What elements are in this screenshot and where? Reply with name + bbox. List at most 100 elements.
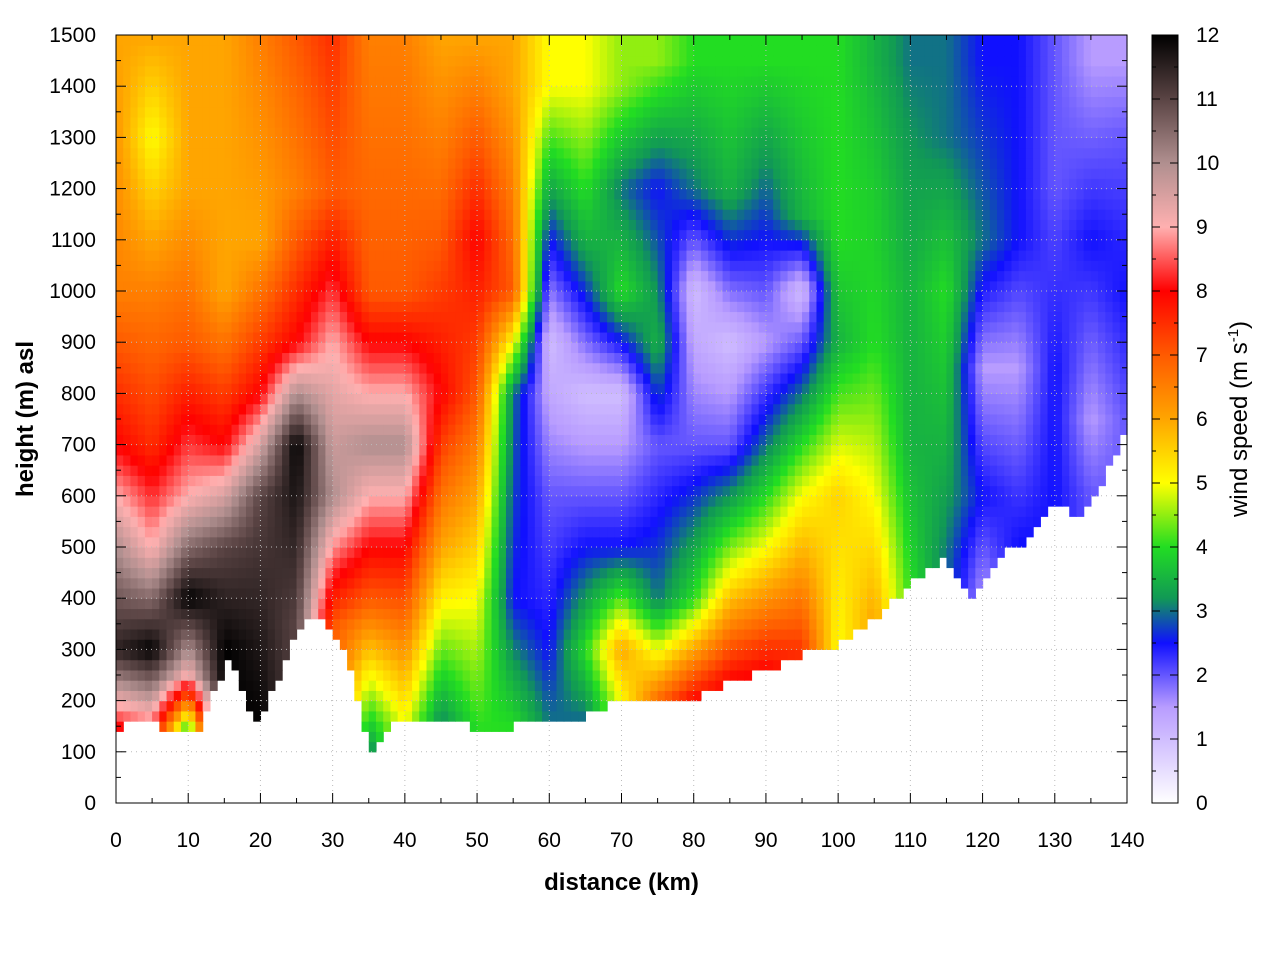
heatmap-cell [296, 219, 305, 231]
heatmap-cell [274, 577, 283, 589]
heatmap-cell [296, 516, 305, 528]
heatmap-cell [628, 649, 637, 661]
heatmap-cell [202, 250, 211, 261]
heatmap-cell [116, 598, 124, 610]
heatmap-cell [419, 618, 428, 630]
heatmap-cell [477, 506, 485, 517]
heatmap-cell [144, 229, 153, 241]
heatmap-cell [332, 250, 341, 261]
heatmap-cell [635, 45, 644, 57]
heatmap-cell [209, 219, 218, 231]
heatmap-cell [361, 516, 370, 528]
heatmap-cell [332, 352, 341, 364]
heatmap-cell [462, 96, 471, 108]
heatmap-cell [332, 280, 341, 292]
heatmap-cell [245, 587, 254, 599]
heatmap-cell [224, 137, 233, 149]
heatmap-cell [159, 659, 168, 671]
heatmap-cell [159, 260, 168, 272]
heatmap-cell [484, 362, 493, 374]
heatmap-cell [144, 383, 153, 394]
heatmap-cell [469, 250, 478, 261]
heatmap-cell [238, 526, 247, 538]
heatmap-cell [650, 331, 659, 343]
heatmap-cell [650, 147, 659, 159]
heatmap-cell [491, 45, 500, 57]
heatmap-cell [505, 188, 514, 200]
heatmap-cell [296, 188, 305, 200]
heatmap-cell [137, 65, 146, 77]
heatmap-cell [643, 209, 651, 220]
heatmap-cell [404, 628, 413, 640]
heatmap-cell [238, 86, 247, 98]
heatmap-cell [354, 188, 363, 200]
heatmap-cell [592, 178, 601, 190]
heatmap-cell [556, 188, 565, 200]
heatmap-cell [303, 147, 312, 159]
heatmap-cell [144, 321, 153, 333]
heatmap-cell [477, 239, 485, 251]
heatmap-cell [231, 434, 240, 446]
heatmap-cell [217, 649, 225, 661]
heatmap-cell [347, 301, 355, 313]
heatmap-cell [282, 301, 290, 313]
heatmap-cell [267, 403, 276, 415]
heatmap-cell [462, 260, 471, 272]
heatmap-cell [188, 680, 197, 691]
heatmap-cell [260, 372, 269, 384]
heatmap-cell [224, 393, 233, 405]
heatmap-cell [498, 577, 507, 589]
heatmap-cell [231, 444, 240, 456]
heatmap-cell [310, 516, 319, 528]
heatmap-cell [375, 168, 384, 179]
heatmap-cell [614, 96, 623, 108]
heatmap-cell [549, 147, 558, 159]
heatmap-cell [491, 188, 500, 200]
heatmap-cell [325, 137, 334, 149]
heatmap-cell [375, 188, 384, 200]
heatmap-cell [274, 475, 283, 487]
heatmap-cell [303, 372, 312, 384]
heatmap-cell [173, 700, 182, 712]
heatmap-cell [144, 209, 153, 220]
heatmap-cell [534, 618, 543, 630]
heatmap-cell [628, 291, 637, 302]
heatmap-cell [513, 413, 521, 425]
heatmap-cell [628, 577, 637, 589]
heatmap-cell [274, 45, 283, 57]
heatmap-cell [621, 516, 630, 528]
heatmap-cell [527, 598, 536, 610]
heatmap-cell [440, 434, 449, 446]
heatmap-cell [426, 547, 435, 558]
heatmap-cell [419, 485, 428, 497]
heatmap-cell [404, 291, 413, 302]
heatmap-cell [202, 434, 211, 446]
heatmap-cell [310, 321, 319, 333]
heatmap-cell [534, 96, 543, 108]
heatmap-cell [390, 475, 399, 487]
heatmap-cell [520, 495, 529, 507]
heatmap-cell [592, 383, 601, 394]
heatmap-cell [159, 413, 168, 425]
heatmap-cell [253, 331, 262, 343]
heatmap-cell [180, 372, 189, 384]
heatmap-cell [462, 680, 471, 691]
heatmap-cell [260, 311, 269, 323]
heatmap-cell [123, 198, 132, 210]
heatmap-cell [303, 96, 312, 108]
heatmap-cell [419, 321, 428, 333]
heatmap-cell [383, 618, 392, 630]
heatmap-cell [448, 383, 457, 394]
heatmap-cell [332, 178, 341, 190]
heatmap-cell [245, 106, 254, 118]
heatmap-cell [657, 485, 666, 497]
heatmap-cell [368, 209, 377, 220]
heatmap-cell [664, 669, 673, 681]
heatmap-cell [144, 669, 153, 681]
heatmap-cell [433, 75, 442, 87]
heatmap-cell [657, 291, 666, 302]
heatmap-cell [267, 465, 276, 476]
heatmap-cell [556, 45, 565, 57]
heatmap-cell [368, 45, 377, 57]
heatmap-cell [643, 362, 651, 374]
